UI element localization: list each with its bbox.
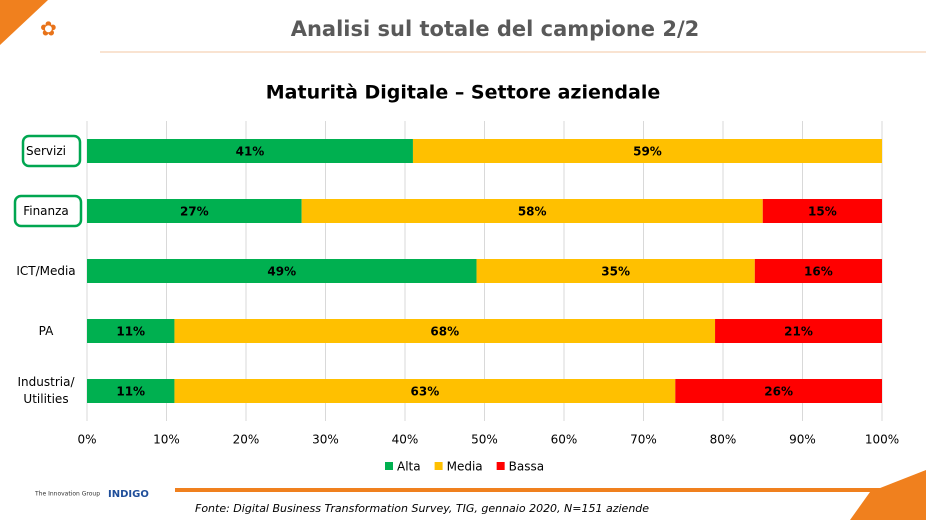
x-tick-label: 80%: [710, 433, 737, 447]
y-tick-label: PA: [38, 323, 54, 338]
bar-segment: [476, 259, 755, 283]
highlight-box: [21, 134, 82, 168]
bar-segment: [412, 139, 882, 163]
bar-segment: [301, 199, 763, 223]
data-label: 59%: [633, 145, 662, 159]
corner-accent: [0, 0, 48, 45]
x-tick-label: 90%: [789, 433, 816, 447]
bar-segment: [87, 139, 413, 163]
legend-swatch: [434, 462, 443, 470]
footer-accent: [850, 470, 926, 520]
x-tick-label: 100%: [865, 433, 899, 447]
bar-segment: [754, 259, 882, 283]
bar-segment: [762, 199, 882, 223]
x-tick-label: 50%: [471, 433, 498, 447]
slide-title: Analisi sul totale del campione 2/2: [291, 17, 700, 41]
data-label: 68%: [430, 325, 459, 339]
legend-swatch: [496, 462, 505, 470]
data-label: 11%: [116, 385, 145, 399]
bar-segment: [675, 379, 882, 403]
bar-segment: [87, 259, 477, 283]
legend-label: Alta: [397, 460, 421, 474]
y-tick-label: Finanza: [23, 203, 69, 218]
legend-label: Bassa: [509, 460, 544, 474]
chart-title: Maturità Digitale – Settore aziendale: [266, 82, 660, 104]
data-label: 41%: [236, 145, 265, 159]
x-tick-label: 20%: [233, 433, 260, 447]
data-label: 16%: [804, 265, 833, 279]
data-label: 15%: [808, 205, 837, 219]
x-tick-label: 10%: [153, 433, 180, 447]
footer-rule: [175, 488, 926, 492]
logo-text: INDIGO: [108, 489, 149, 500]
source-note: Fonte: Digital Business Transformation S…: [195, 502, 649, 515]
x-tick-label: 30%: [312, 433, 339, 447]
data-label: 58%: [518, 205, 547, 219]
bar-segment: [715, 319, 882, 343]
x-tick-label: 40%: [392, 433, 419, 447]
bar-segment: [87, 199, 302, 223]
data-label: 49%: [267, 265, 296, 279]
data-label: 35%: [601, 265, 630, 279]
butterfly-logo: ✿: [40, 17, 57, 41]
bar-segment: [87, 379, 175, 403]
data-label: 21%: [784, 325, 813, 339]
data-label: 26%: [764, 385, 793, 399]
bar-segment: [87, 319, 175, 343]
y-tick-label: ICT/Media: [16, 263, 76, 278]
bar-segment: [174, 379, 676, 403]
bars: 41% 59% 27% 58% 15% 49% 35% 16% 11% 68% 21% 11% 63% 2…: [87, 139, 882, 403]
x-tick-label: 60%: [551, 433, 578, 447]
x-tick-label: 70%: [630, 433, 657, 447]
highlight-box: [13, 194, 83, 228]
legend-label: Media: [447, 460, 483, 474]
bar-segment: [174, 319, 716, 343]
data-label: 27%: [180, 205, 209, 219]
legend-swatch: [385, 462, 393, 470]
y-tick-label: Industria/ Utilities: [17, 375, 75, 406]
y-tick-label: Servizi: [25, 143, 66, 158]
data-label: 63%: [411, 385, 440, 399]
data-label: 11%: [116, 325, 145, 339]
logo-text: The Innovation Group: [34, 491, 100, 498]
x-tick-label: 0%: [77, 433, 96, 447]
